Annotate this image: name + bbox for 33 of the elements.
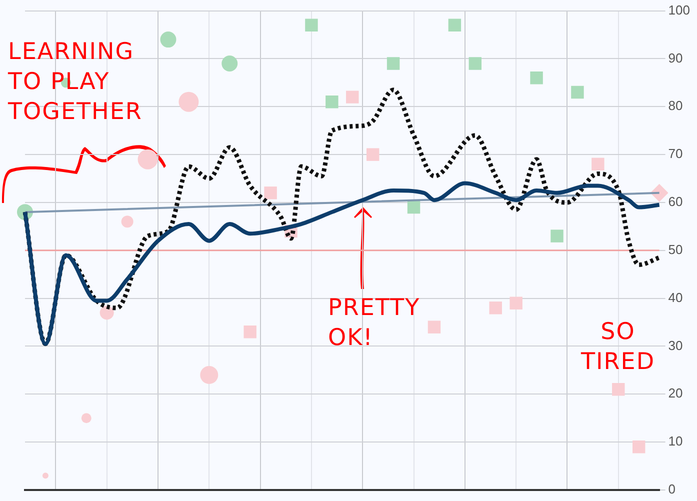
y-tick-label: 90 (668, 50, 683, 66)
y-tick-label: 40 (668, 290, 683, 305)
y-tick-label: 0 (668, 482, 676, 497)
y-tick-label: 50 (668, 242, 683, 257)
point (550, 230, 564, 242)
point (448, 18, 462, 32)
point (530, 72, 543, 84)
point (386, 57, 400, 70)
y-tick-label: 100 (668, 2, 690, 18)
annotation: LEARNING TO PLAY TOGETHER (8, 38, 144, 127)
y-tick-label: 20 (668, 386, 683, 401)
y-tick-label: 80 (668, 98, 683, 114)
y-tick-label: 60 (668, 194, 683, 210)
point (305, 18, 318, 32)
annotation: SO TIRED (580, 318, 656, 377)
annotation: PRETTY OK! (328, 294, 422, 353)
point (612, 383, 625, 396)
point (592, 158, 604, 171)
point (407, 200, 420, 214)
y-tick-label: 70 (668, 146, 683, 162)
point (346, 90, 359, 104)
y-tick-label: 10 (668, 434, 683, 449)
point (244, 326, 256, 338)
point (489, 302, 502, 314)
point (510, 296, 522, 310)
point (468, 57, 482, 70)
point (571, 86, 584, 99)
y-tick-label: 30 (668, 338, 683, 353)
point (632, 440, 646, 454)
point (366, 148, 380, 161)
point (264, 186, 277, 200)
point (428, 320, 441, 334)
point (326, 95, 338, 108)
